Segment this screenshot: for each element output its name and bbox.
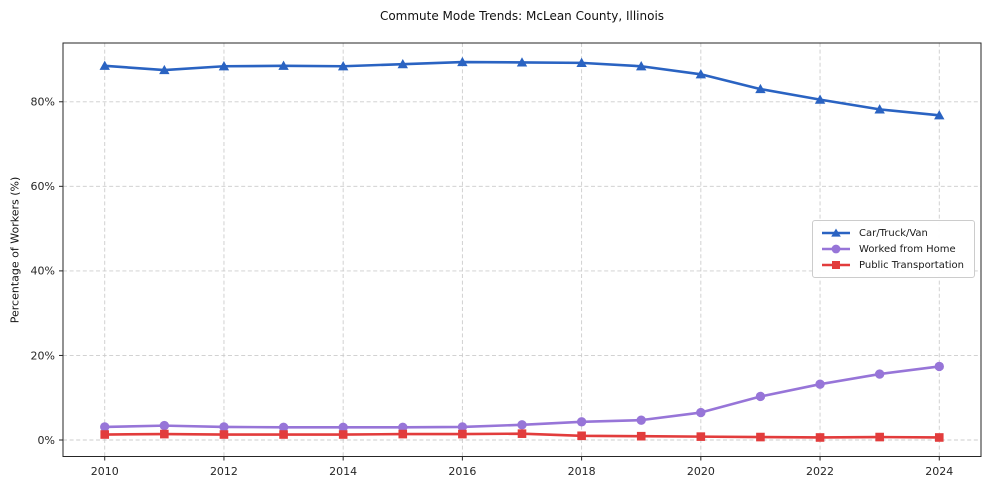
y-tick-label-0: 0%	[38, 434, 55, 447]
marker-worked-from-home-2011	[159, 420, 170, 431]
y-tick-label-20: 20%	[31, 349, 55, 362]
marker-public-transportation-2018	[577, 431, 586, 441]
series-line-car-truck-van	[103, 60, 941, 117]
x-tick-label-2014: 2014	[329, 465, 357, 478]
legend: Car/Truck/Van Worked from Home Public Tr…	[812, 220, 975, 278]
legend-item-car-truck-van: Car/Truck/Van	[821, 227, 964, 239]
marker-worked-from-home-2024	[934, 361, 944, 372]
marker-public-transportation-2015	[398, 429, 408, 439]
marker-car-truck-van-2013	[278, 60, 289, 70]
marker-worked-from-home-2023	[874, 369, 885, 379]
marker-public-transportation-2024	[934, 433, 944, 442]
marker-worked-from-home-2010	[100, 422, 110, 432]
marker-car-truck-van-2022	[814, 94, 826, 104]
x-tick-label-2020: 2020	[687, 465, 715, 478]
marker-public-transportation-2022	[815, 433, 825, 442]
marker-worked-from-home-2012	[219, 422, 229, 432]
marker-car-truck-van-2024	[934, 110, 945, 120]
marker-public-transportation-2020	[696, 432, 706, 441]
marker-car-truck-van-2021	[755, 83, 766, 94]
series-line-worked-from-home	[103, 365, 941, 429]
marker-public-transportation-2011	[160, 429, 169, 439]
x-tick-label-2012: 2012	[210, 465, 238, 478]
marker-car-truck-van-2015	[397, 58, 408, 69]
marker-car-truck-van-2010	[99, 60, 110, 70]
marker-worked-from-home-2017	[517, 420, 527, 430]
marker-worked-from-home-2013	[278, 422, 289, 433]
x-tick-label-2016: 2016	[448, 465, 476, 478]
marker-car-truck-van-2018	[576, 57, 587, 67]
marker-car-truck-van-2017	[516, 57, 528, 67]
marker-public-transportation-2021	[756, 432, 765, 442]
marker-car-truck-van-2012	[218, 61, 230, 71]
marker-public-transportation-2023	[875, 432, 884, 442]
marker-public-transportation-2010	[100, 430, 110, 439]
marker-public-transportation-2014	[338, 430, 348, 439]
marker-public-transportation-2013	[279, 430, 288, 439]
legend-sample-line-square	[822, 261, 851, 269]
marker-car-truck-van-2016	[457, 56, 468, 67]
marker-worked-from-home-2016	[457, 422, 468, 432]
axes-frame	[62, 42, 982, 457]
marker-car-truck-van-2019	[636, 61, 647, 71]
marker-worked-from-home-2020	[696, 407, 706, 418]
marker-public-transportation-2012	[219, 430, 229, 439]
square-marker-icon	[832, 261, 841, 269]
triangle-marker-icon	[831, 228, 841, 237]
legend-item-public-transportation: Public Transportation	[821, 259, 964, 271]
marker-worked-from-home-2014	[338, 422, 348, 433]
marker-worked-from-home-2019	[636, 415, 646, 425]
marker-worked-from-home-2018	[576, 417, 587, 427]
marker-public-transportation-2017	[517, 429, 527, 438]
legend-item-worked-from-home: Worked from Home	[821, 243, 964, 255]
x-tick-label-2010: 2010	[91, 465, 119, 478]
marker-public-transportation-2019	[636, 431, 646, 441]
y-tick-label-60: 60%	[31, 180, 55, 193]
marker-car-truck-van-2011	[159, 64, 170, 75]
legend-label: Worked from Home	[859, 243, 956, 255]
marker-car-truck-van-2014	[337, 61, 349, 71]
marker-public-transportation-2016	[458, 429, 467, 439]
marker-worked-from-home-2022	[815, 379, 825, 389]
legend-sample-line-circle	[822, 244, 851, 254]
y-tick-label-40: 40%	[31, 265, 55, 278]
x-tick-label-2024: 2024	[925, 465, 953, 478]
marker-car-truck-van-2020	[695, 69, 707, 79]
legend-label: Car/Truck/Van	[859, 227, 928, 239]
legend-sample-line-triangle	[822, 228, 851, 237]
circle-marker-icon	[831, 244, 841, 254]
marker-worked-from-home-2021	[755, 391, 766, 402]
marker-worked-from-home-2015	[398, 422, 408, 433]
chart-title: Commute Mode Trends: McLean County, Illi…	[379, 9, 665, 23]
legend-label: Public Transportation	[859, 259, 964, 271]
y-tick-label-80: 80%	[31, 96, 55, 109]
x-tick-label-2018: 2018	[568, 465, 596, 478]
marker-car-truck-van-2023	[874, 104, 885, 114]
x-tick-label-2022: 2022	[806, 465, 834, 478]
